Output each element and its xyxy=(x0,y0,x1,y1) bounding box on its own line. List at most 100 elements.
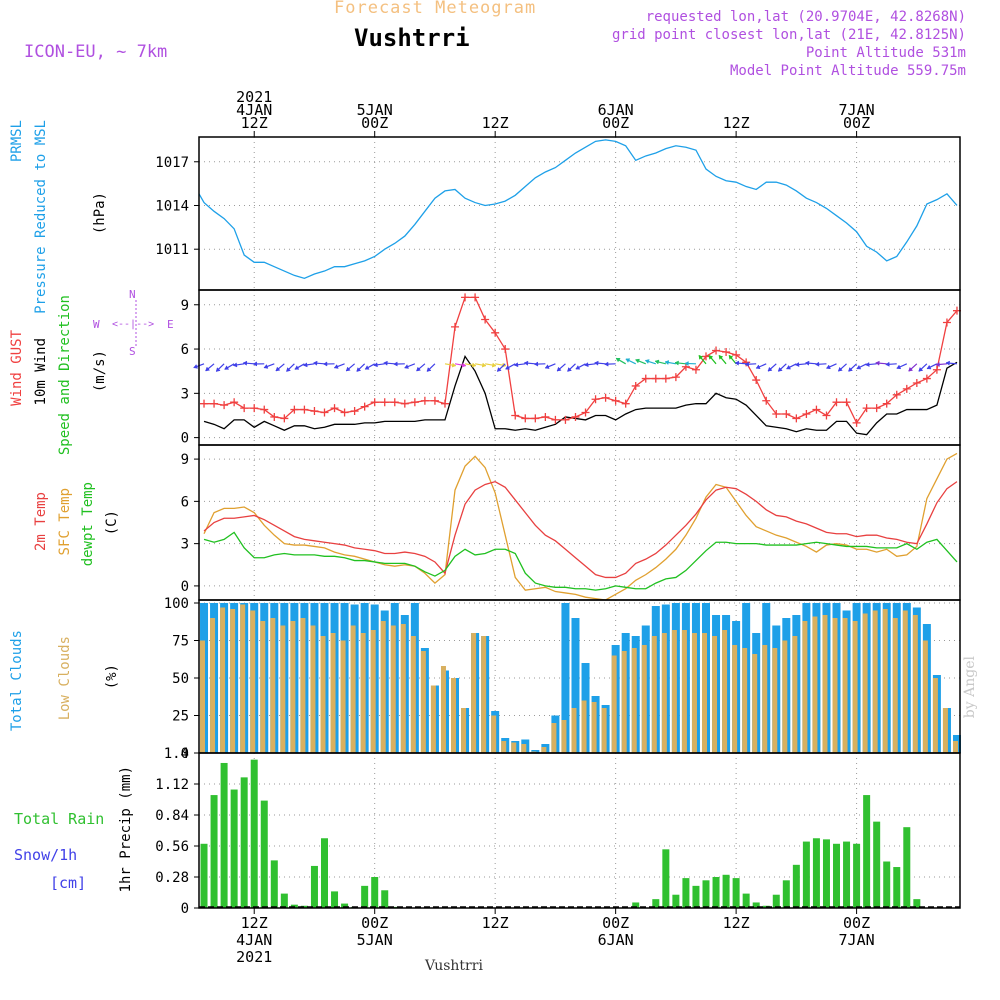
compass-south: S xyxy=(129,345,136,358)
wind-ytick-label: 3 xyxy=(181,386,189,402)
low-clouds-bar xyxy=(661,633,667,753)
rain-bar xyxy=(371,877,379,908)
low-clouds-bar xyxy=(410,636,416,753)
low-clouds-bar xyxy=(350,625,356,753)
rain-bar xyxy=(280,893,288,908)
rain-bar xyxy=(230,789,238,908)
wind-direction-arrowhead xyxy=(224,365,230,370)
low-clouds-bar xyxy=(601,708,607,753)
wind-gust-point xyxy=(701,352,710,361)
rain-bar xyxy=(310,865,318,908)
top-time-label: 12Z xyxy=(241,114,268,132)
wind-direction-arrowhead xyxy=(635,358,640,364)
low-clouds-bar xyxy=(792,636,798,753)
low-clouds-bar xyxy=(270,618,276,753)
wind-gust-point xyxy=(551,415,560,424)
pressure-frame xyxy=(198,136,961,291)
wind-direction-arrowhead xyxy=(848,366,853,372)
precipitation-ytick-label: 0.28 xyxy=(155,870,189,886)
wind-direction-arrowhead xyxy=(491,362,497,368)
low-clouds-bar xyxy=(501,741,507,753)
wind-ytick-label: 6 xyxy=(181,342,189,358)
wind-direction-arrowhead xyxy=(708,355,714,360)
wind-direction-arrowhead xyxy=(345,366,351,372)
wind-gust-point xyxy=(541,412,550,421)
wind-direction-arrowhead xyxy=(544,364,550,369)
bottom-time-label: 00Z xyxy=(843,914,870,932)
wind-direction-arrowhead xyxy=(908,366,914,372)
chart-title: Forecast Meteogram xyxy=(334,0,537,18)
panel-pressure xyxy=(194,137,960,290)
wind-gust-point xyxy=(822,411,831,420)
low-clouds-bar xyxy=(701,633,707,753)
pressure-ytick-label: 1014 xyxy=(155,198,189,214)
wind-gust-point xyxy=(300,405,309,414)
rain-bar xyxy=(260,800,268,908)
wind-gust-point xyxy=(812,405,821,414)
wind-gust-point xyxy=(922,374,931,383)
wind-direction-arrowhead xyxy=(926,364,932,370)
wind-gust-point xyxy=(220,401,229,410)
rain-bar xyxy=(652,899,660,908)
rain-bar xyxy=(200,843,208,908)
wind-gust-point xyxy=(862,404,871,413)
top-time-label: 12Z xyxy=(723,114,750,132)
wind-gust-point xyxy=(511,411,520,420)
panel-temperature xyxy=(194,445,960,600)
wind-gust-point xyxy=(501,345,510,354)
model-altitude: Model Point Altitude 559.75m xyxy=(729,63,966,79)
low-clouds-bar xyxy=(220,607,226,753)
low-clouds-bar xyxy=(230,609,236,753)
wind-gust-point xyxy=(792,414,801,423)
wind-direction-arrowhead xyxy=(786,364,791,370)
wind-gust-point xyxy=(892,390,901,399)
bottom-time-label: 00Z xyxy=(361,914,388,932)
rain-bar xyxy=(320,838,328,908)
wind-gust-point xyxy=(400,399,409,408)
temp-dewpt-line xyxy=(203,531,958,591)
temperature-ytick-label: 0 xyxy=(181,579,189,595)
rain-bar xyxy=(843,841,851,908)
wind-gust-point xyxy=(842,398,851,407)
clouds-ytick-label: 100 xyxy=(164,596,189,612)
wind-gust-point xyxy=(712,346,721,355)
pressure-ytick-label: 1017 xyxy=(155,155,189,171)
low-clouds-bar xyxy=(360,633,366,753)
rain-bar xyxy=(722,874,730,908)
wind-gust-point xyxy=(340,408,349,417)
wind-gust-point xyxy=(420,396,429,405)
wind-gust-point xyxy=(581,408,590,417)
low-clouds-bar xyxy=(461,708,467,753)
grid-point-location: grid point closest lon,lat (21E, 42.8125… xyxy=(611,27,966,43)
low-clouds-bar xyxy=(872,610,878,753)
wind-direction-arrowhead xyxy=(426,367,432,372)
wind-gust-point xyxy=(782,410,791,418)
wind-gust-point xyxy=(230,398,239,407)
wind-gust-point xyxy=(380,398,389,407)
clouds-ytick-label: 75 xyxy=(172,634,189,650)
wind-gust-point xyxy=(621,399,630,408)
wind-direction-arrowhead xyxy=(481,362,487,368)
low-clouds-bar xyxy=(681,630,687,753)
top-time-label: 00Z xyxy=(843,114,870,132)
wind-direction-arrowhead xyxy=(451,362,457,368)
model-label: ICON-EU, ~ 7km xyxy=(24,42,168,62)
wind-gust-point xyxy=(601,393,610,402)
low-clouds-bar xyxy=(390,625,396,753)
wind-direction-arrowhead xyxy=(275,366,281,372)
clouds-ytick-label: 25 xyxy=(172,709,189,725)
wind-gust-point xyxy=(772,410,781,418)
requested-location: requested lon,lat (20.9704E, 42.8268N) xyxy=(645,9,966,25)
rain-bar xyxy=(270,860,278,908)
wind-direction-arrowhead xyxy=(356,367,362,372)
wind-direction-arrowhead xyxy=(303,362,308,368)
low-clouds-bar xyxy=(932,678,938,753)
wind-direction-arrowhead xyxy=(885,361,890,367)
rain-bar xyxy=(853,843,861,908)
wind-gust-point xyxy=(360,402,369,411)
wind-direction-arrowhead xyxy=(575,365,581,370)
wind-gust-point xyxy=(671,373,680,382)
bottom-time-label: 12Z xyxy=(241,914,268,932)
low-clouds-bar xyxy=(380,621,386,753)
